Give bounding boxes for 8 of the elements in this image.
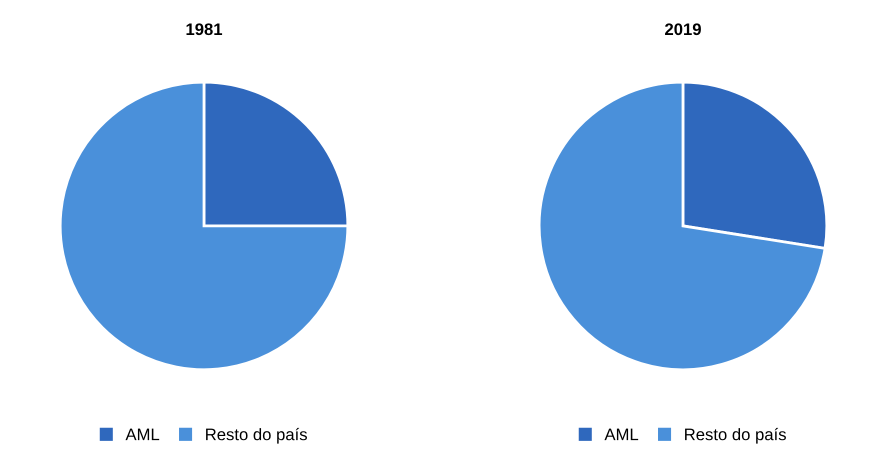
- legend-label: AML: [604, 428, 638, 440]
- chart-title: 2019: [665, 23, 701, 36]
- legend-label: AML: [125, 428, 160, 440]
- pie-slice: [58, 80, 350, 372]
- legend-label: Resto do país: [206, 428, 307, 444]
- pie-slice: [538, 80, 826, 372]
- legend-label: Resto do país: [685, 428, 786, 444]
- chart-title: 1981: [186, 23, 222, 36]
